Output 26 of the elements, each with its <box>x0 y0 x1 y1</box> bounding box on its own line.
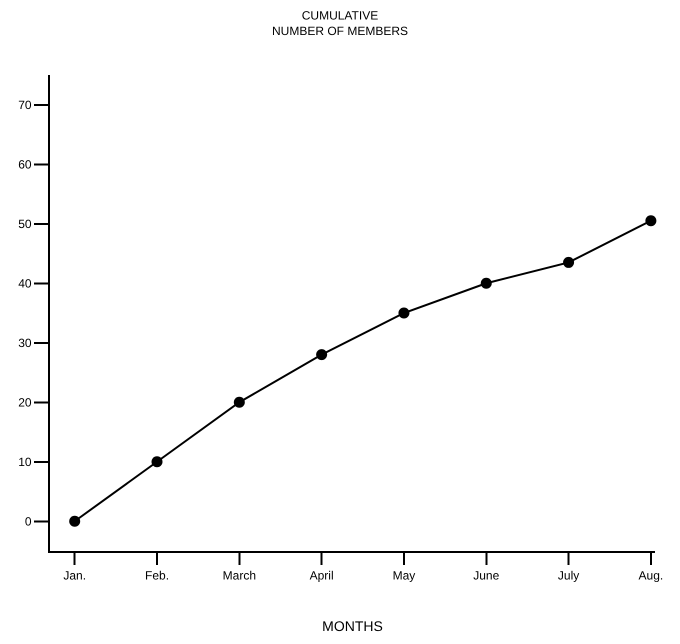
x-tick-label: April <box>310 568 334 582</box>
point <box>480 278 492 289</box>
x-tick-label: July <box>558 568 580 582</box>
point <box>234 396 245 408</box>
point <box>645 215 656 226</box>
y-tick-label: 40 <box>18 276 32 290</box>
x-tick-label: Jan. <box>63 568 86 582</box>
chart-title: CUMULATIVE NUMBER OF MEMBERS <box>272 8 408 38</box>
y-tick-label: 70 <box>18 98 32 112</box>
y-tick-label: 20 <box>18 395 32 410</box>
y-tick-label: 60 <box>18 157 32 172</box>
point <box>398 308 410 318</box>
x-axis-title: MONTHS <box>322 618 383 634</box>
point <box>316 349 328 360</box>
y-tick-label: 0 <box>24 514 32 528</box>
point <box>563 256 574 268</box>
x-tick-label: June <box>473 568 500 582</box>
y-tick-label: 50 <box>18 216 32 231</box>
x-tick-label: March <box>222 568 256 582</box>
x-tick-label: Aug. <box>638 568 664 582</box>
y-tick-label: 30 <box>18 336 32 350</box>
point <box>152 456 163 468</box>
y-tick-label: 10 <box>18 454 32 469</box>
x-tick-label: Feb. <box>145 568 170 582</box>
x-tick-label: May <box>392 568 416 582</box>
point <box>69 516 80 527</box>
